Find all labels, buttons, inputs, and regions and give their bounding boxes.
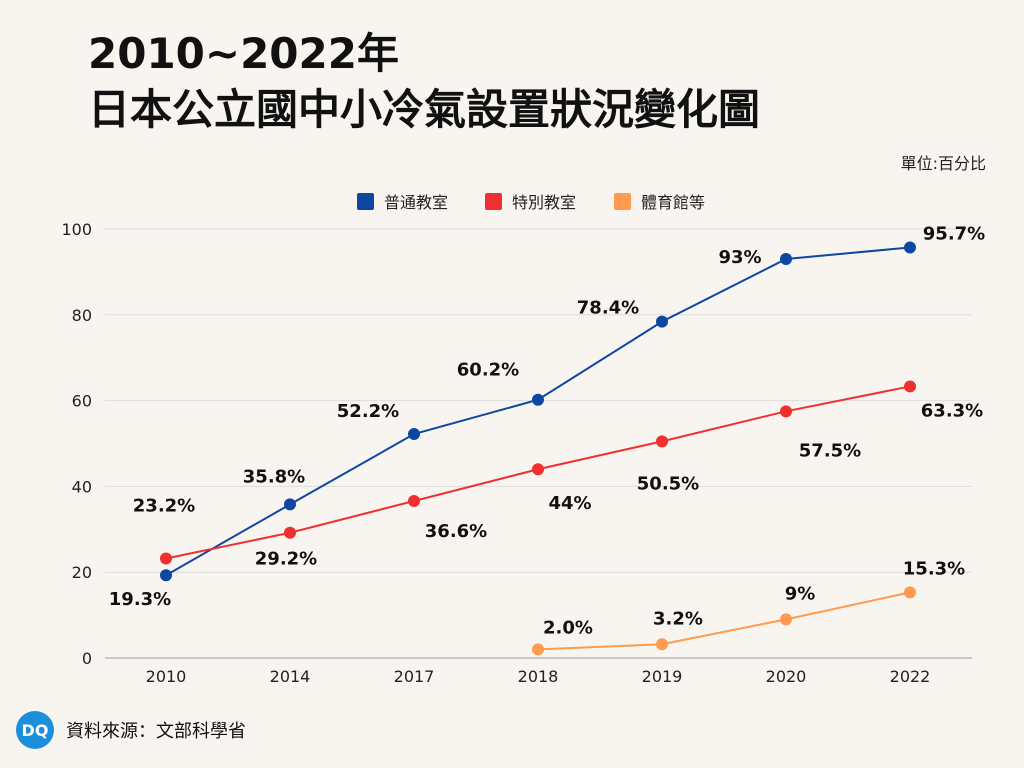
- data-labels: 19.3% 35.8% 52.2% 60.2% 78.4% 93% 95.7% 23.2% 29…: [109, 223, 985, 638]
- data-label: 57.5%: [799, 440, 861, 461]
- x-tick-label: 2018: [518, 667, 559, 686]
- data-point: [656, 315, 668, 328]
- legend-label: 特別教室: [512, 193, 576, 212]
- x-tick-label: 2017: [394, 667, 435, 686]
- x-tick-label: 2022: [890, 667, 931, 686]
- x-axis: 2010 2014 2017 2018 2019 2020 2022: [146, 667, 931, 686]
- y-tick-label: 80: [72, 306, 92, 325]
- data-point: [408, 494, 420, 507]
- x-tick-label: 2010: [146, 667, 187, 686]
- data-point: [656, 638, 668, 651]
- data-point: [160, 569, 172, 582]
- data-label: 50.5%: [637, 473, 699, 494]
- page-title: 2010~2022年 日本公立國中小冷氣設置狀況變化圖: [88, 26, 760, 138]
- data-point: [780, 253, 792, 266]
- data-label: 29.2%: [255, 549, 317, 570]
- data-label: 52.2%: [337, 401, 399, 422]
- data-label: 60.2%: [457, 360, 519, 381]
- title-line-2: 日本公立國中小冷氣設置狀況變化圖: [88, 85, 761, 134]
- source-text: 資料來源：文部科學省: [66, 721, 246, 742]
- data-point: [408, 428, 420, 441]
- data-point: [532, 393, 544, 406]
- legend-swatch: [614, 193, 631, 210]
- data-point: [904, 586, 916, 599]
- y-tick-label: 60: [72, 392, 92, 411]
- data-label: 95.7%: [923, 223, 985, 244]
- data-point: [780, 613, 792, 626]
- data-label: 2.0%: [543, 617, 593, 638]
- data-point: [780, 405, 792, 418]
- legend-label: 普通教室: [384, 193, 448, 212]
- data-label: 44%: [548, 493, 591, 514]
- data-label: 19.3%: [109, 589, 171, 610]
- data-label: 63.3%: [921, 400, 983, 421]
- chart-legend: 普通教室 特別教室 體育館等: [357, 193, 705, 212]
- y-tick-label: 40: [72, 477, 92, 496]
- data-label: 23.2%: [133, 495, 195, 516]
- footer: DQ 資料來源：文部科學省: [16, 711, 246, 749]
- data-label: 3.2%: [653, 608, 703, 629]
- data-point: [284, 498, 296, 511]
- y-axis: 0 20 40 60 80 100: [61, 220, 92, 668]
- dq-logo: DQ: [16, 711, 54, 749]
- y-tick-label: 100: [61, 220, 92, 239]
- data-label: 93%: [718, 247, 761, 268]
- title-line-1: 2010~2022年: [88, 29, 399, 78]
- series-line-0: [165, 246, 911, 577]
- y-tick-label: 0: [82, 649, 92, 668]
- series-line-2: [537, 591, 911, 651]
- data-point: [904, 380, 916, 393]
- chart-series: [160, 241, 916, 656]
- y-tick-label: 20: [72, 563, 92, 582]
- x-tick-label: 2014: [270, 667, 311, 686]
- legend-swatch: [357, 193, 374, 210]
- data-label: 78.4%: [577, 298, 639, 319]
- data-label: 15.3%: [903, 558, 965, 579]
- x-tick-label: 2020: [766, 667, 807, 686]
- legend-label: 體育館等: [641, 193, 705, 212]
- data-point: [904, 241, 916, 254]
- data-point: [532, 643, 544, 656]
- data-point: [284, 526, 296, 539]
- legend-swatch: [485, 193, 502, 210]
- x-tick-label: 2019: [642, 667, 683, 686]
- data-label: 36.6%: [425, 521, 487, 542]
- data-label: 35.8%: [243, 466, 305, 487]
- data-label: 9%: [785, 583, 816, 604]
- data-point: [160, 552, 172, 565]
- unit-label: 單位:百分比: [900, 154, 986, 173]
- data-point: [656, 435, 668, 448]
- data-point: [532, 463, 544, 476]
